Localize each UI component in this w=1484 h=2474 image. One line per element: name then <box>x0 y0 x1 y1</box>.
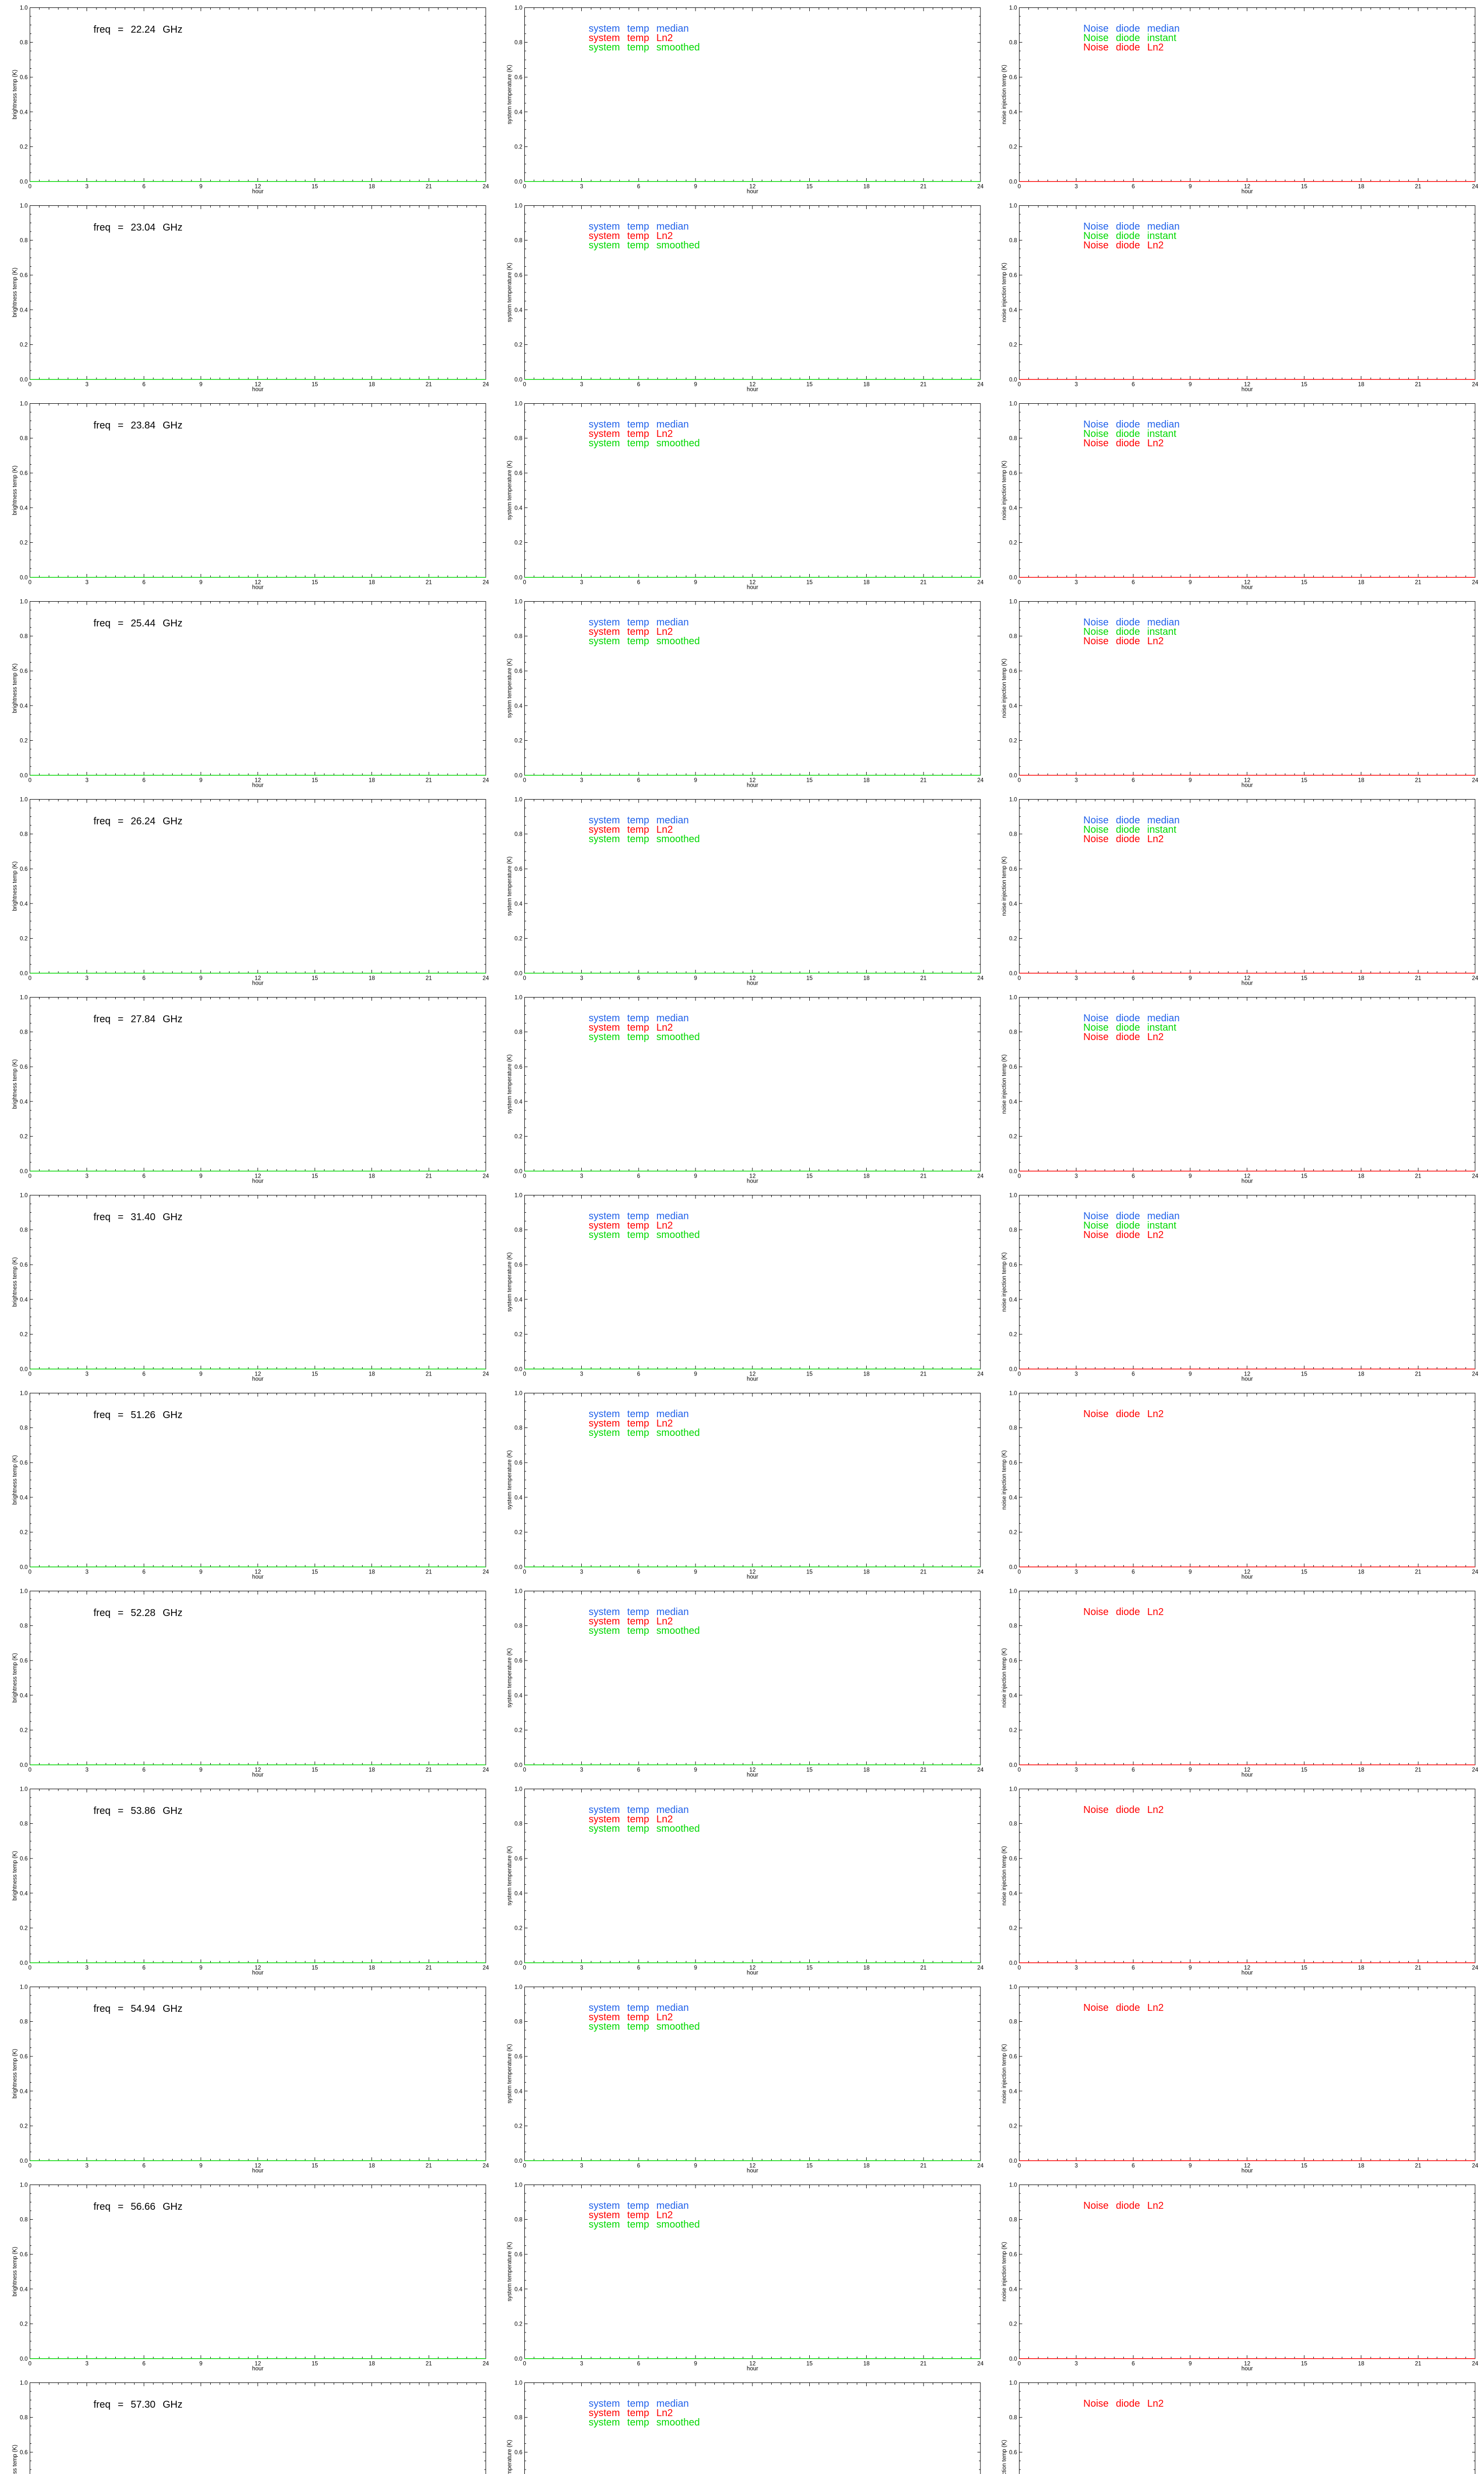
svg-text:freq = 22.24 GHz: freq = 22.24 GHz <box>93 24 183 35</box>
svg-text:brightness temp (K): brightness temp (K) <box>12 2445 18 2474</box>
svg-text:freq = 56.66 GHz: freq = 56.66 GHz <box>93 2201 183 2212</box>
svg-text:system temperature (K): system temperature (K) <box>507 1450 513 1510</box>
svg-text:freq = 23.84 GHz: freq = 23.84 GHz <box>93 420 183 431</box>
svg-text:system temperature (K): system temperature (K) <box>507 1054 513 1114</box>
svg-text:brightness temp (K): brightness temp (K) <box>12 466 18 516</box>
svg-text:noise injection temp (K): noise injection temp (K) <box>1002 1648 1008 1708</box>
svg-text:freq = 26.24 GHz: freq = 26.24 GHz <box>93 816 183 827</box>
svg-text:system temperature (K): system temperature (K) <box>507 263 513 322</box>
svg-text:brightness temp (K): brightness temp (K) <box>12 1257 18 1307</box>
svg-text:noise injection temp (K): noise injection temp (K) <box>1002 856 1008 916</box>
svg-text:system temperature (K): system temperature (K) <box>507 2440 513 2474</box>
svg-text:brightness temp (K): brightness temp (K) <box>12 2247 18 2297</box>
svg-text:system temperature (K): system temperature (K) <box>507 1252 513 1312</box>
svg-text:noise injection temp (K): noise injection temp (K) <box>1002 2044 1008 2103</box>
svg-text:freq = 52.28 GHz: freq = 52.28 GHz <box>93 1608 183 1618</box>
svg-text:brightness temp (K): brightness temp (K) <box>12 1653 18 1703</box>
svg-text:system temperature (K): system temperature (K) <box>507 1846 513 1905</box>
svg-text:brightness temp (K): brightness temp (K) <box>12 664 18 714</box>
svg-text:noise injection temp (K): noise injection temp (K) <box>1002 1450 1008 1510</box>
svg-text:brightness temp (K): brightness temp (K) <box>12 2049 18 2099</box>
svg-text:freq = 51.26 GHz: freq = 51.26 GHz <box>93 1410 183 1421</box>
svg-text:noise injection temp (K): noise injection temp (K) <box>1002 1846 1008 1905</box>
svg-text:system temperature (K): system temperature (K) <box>507 1648 513 1708</box>
svg-text:freq = 31.40 GHz: freq = 31.40 GHz <box>93 1212 183 1223</box>
svg-text:noise injection temp (K): noise injection temp (K) <box>1002 1054 1008 1114</box>
svg-text:freq = 53.86 GHz: freq = 53.86 GHz <box>93 1806 183 1816</box>
svg-text:brightness temp (K): brightness temp (K) <box>12 70 18 120</box>
svg-text:noise injection temp (K): noise injection temp (K) <box>1002 263 1008 322</box>
svg-text:system temperature (K): system temperature (K) <box>507 856 513 916</box>
svg-text:noise injection temp (K): noise injection temp (K) <box>1002 2242 1008 2301</box>
svg-text:system temperature (K): system temperature (K) <box>507 2044 513 2103</box>
svg-text:system temperature (K): system temperature (K) <box>507 461 513 520</box>
svg-text:brightness temp (K): brightness temp (K) <box>12 1455 18 1505</box>
svg-text:system temperature (K): system temperature (K) <box>507 2242 513 2301</box>
svg-text:brightness temp (K): brightness temp (K) <box>12 268 18 318</box>
svg-text:system temperature (K): system temperature (K) <box>507 65 513 124</box>
svg-text:noise injection temp (K): noise injection temp (K) <box>1002 2440 1008 2474</box>
svg-text:freq = 25.44 GHz: freq = 25.44 GHz <box>93 618 183 629</box>
svg-text:brightness temp (K): brightness temp (K) <box>12 1059 18 1109</box>
svg-text:noise injection temp (K): noise injection temp (K) <box>1002 461 1008 520</box>
svg-text:noise injection temp (K): noise injection temp (K) <box>1002 1252 1008 1312</box>
svg-text:freq = 54.94 GHz: freq = 54.94 GHz <box>93 2003 183 2014</box>
svg-text:freq = 23.04 GHz: freq = 23.04 GHz <box>93 222 183 233</box>
svg-text:brightness temp (K): brightness temp (K) <box>12 1851 18 1901</box>
svg-text:noise injection temp (K): noise injection temp (K) <box>1002 659 1008 718</box>
svg-text:system temperature (K): system temperature (K) <box>507 659 513 718</box>
svg-text:brightness temp (K): brightness temp (K) <box>12 861 18 911</box>
svg-text:freq = 57.30 GHz: freq = 57.30 GHz <box>93 2399 183 2410</box>
svg-text:freq = 27.84 GHz: freq = 27.84 GHz <box>93 1014 183 1025</box>
svg-text:noise injection temp (K): noise injection temp (K) <box>1002 65 1008 124</box>
